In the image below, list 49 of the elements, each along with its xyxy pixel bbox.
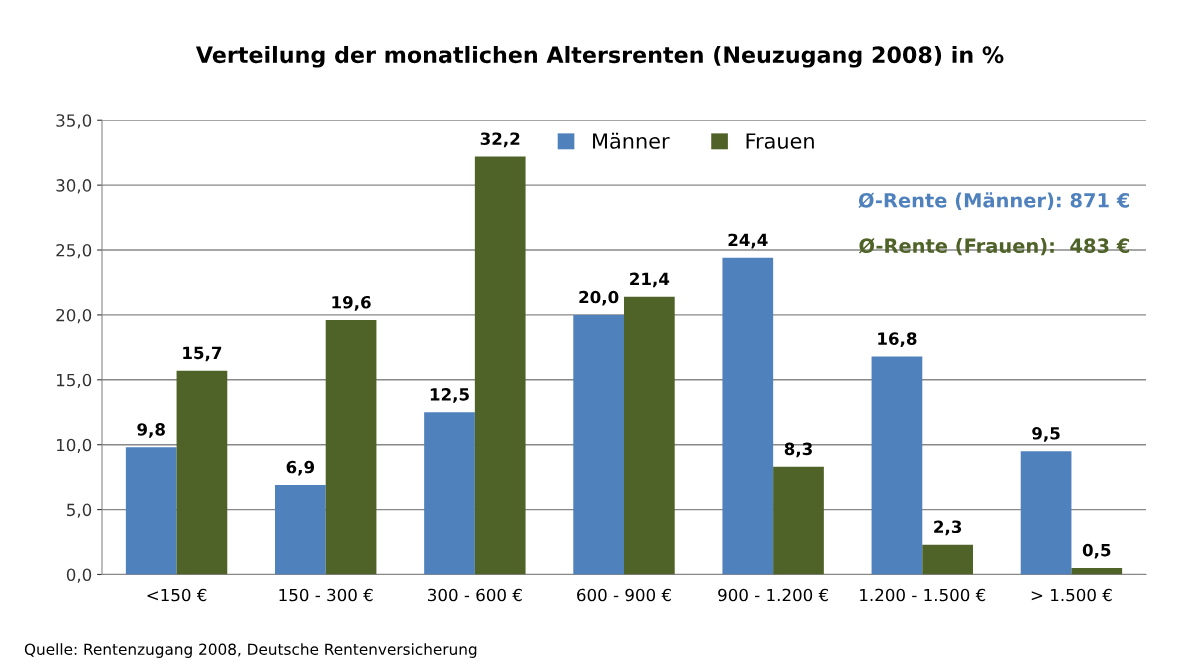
bar (125, 447, 177, 575)
source-note: Quelle: Rentenzugang 2008, Deutsche Rentenversicherung (24, 643, 477, 658)
data-label: 24,4 (728, 233, 768, 249)
data-label: 12,5 (430, 388, 469, 403)
bar (424, 412, 475, 575)
bar (922, 544, 973, 575)
y-tick-label: 10,0 (57, 438, 92, 453)
bar (624, 296, 675, 575)
bar (176, 370, 228, 575)
bar (275, 484, 326, 575)
x-tick-label: 900 - 1.200 € (718, 588, 829, 602)
legend-label: Frauen (746, 133, 814, 149)
data-label: 9,8 (137, 423, 165, 438)
y-tick-label: 35,0 (56, 114, 92, 129)
data-label: 19,6 (332, 295, 371, 311)
x-tick-label: <150 € (147, 588, 207, 602)
annotation: Ø-Rente (Frauen): 483 € (858, 237, 1130, 256)
bar (474, 156, 526, 575)
bar (773, 466, 824, 575)
chart-title: Verteilung der monatlichen Altersrenten (Neuzugang 2008) in % (195, 45, 1004, 68)
data-label: 32,2 (480, 132, 520, 148)
y-tick-label: 25,0 (56, 243, 92, 259)
y-tick-label: 15,0 (57, 373, 92, 389)
bar (325, 320, 377, 575)
bar (1071, 567, 1123, 575)
data-label: 15,7 (183, 346, 222, 362)
data-label: 20,0 (579, 290, 619, 306)
x-tick-label: 600 - 900 € (577, 588, 671, 602)
data-label: 6,9 (286, 460, 315, 476)
y-tick-label: 0,0 (66, 568, 92, 583)
x-tick-label: 150 - 300 € (279, 588, 373, 602)
y-tick-label: 5,0 (67, 503, 92, 518)
bar (871, 356, 923, 575)
data-label: 9,5 (1032, 427, 1060, 442)
y-tick-label: 20,0 (56, 308, 92, 324)
data-label: 2,3 (934, 520, 962, 536)
y-tick-label: 30,0 (56, 179, 92, 194)
x-tick-label: 300 - 600 € (428, 588, 522, 602)
data-label: 0,5 (1082, 543, 1111, 559)
data-label: 8,3 (784, 442, 812, 458)
bar (1020, 451, 1072, 575)
legend-label: Männer (593, 132, 670, 149)
bar (722, 257, 774, 575)
data-label: 21,4 (630, 272, 670, 288)
data-label: 16,8 (878, 332, 917, 348)
annotation: Ø-Rente (Männer): 871 € (858, 192, 1130, 210)
x-tick-label: > 1.500 € (1031, 588, 1112, 602)
x-tick-label: 1.200 - 1.500 € (860, 588, 986, 602)
bar (573, 314, 624, 575)
